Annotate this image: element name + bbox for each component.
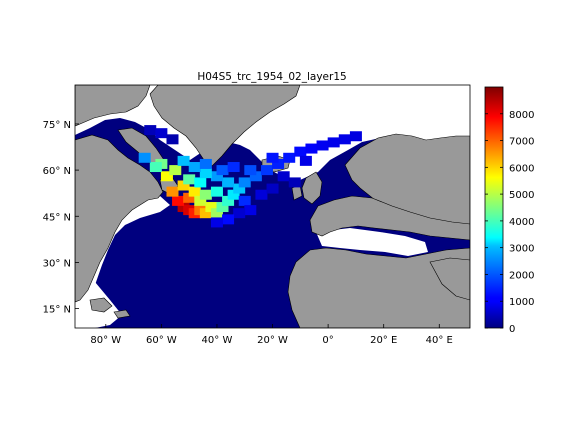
- plume-cell: [183, 174, 196, 185]
- plume-cell: [222, 177, 235, 188]
- plume-cell: [227, 162, 240, 173]
- plume-cell: [166, 134, 179, 145]
- land-canadian-arctic: [75, 85, 151, 127]
- colorbar-tick-label: 2000: [509, 270, 534, 281]
- plume-cell: [194, 177, 207, 188]
- plume-cell: [155, 128, 168, 139]
- plume-cell: [349, 131, 362, 142]
- tracer-plume: [138, 125, 362, 228]
- plume-cell: [233, 183, 246, 194]
- plume-cell: [199, 168, 212, 179]
- plume-cell: [260, 165, 273, 176]
- plume-cell: [244, 205, 257, 216]
- plume-cell: [205, 202, 218, 213]
- plume-cell: [255, 189, 268, 200]
- colorbar-tick-label: 1000: [509, 297, 534, 308]
- land-north-america: [75, 134, 164, 303]
- x-tick-label: 0°: [322, 335, 333, 346]
- colorbar-tick-label: 7000: [509, 137, 534, 148]
- plume-cell: [216, 202, 229, 213]
- plume-cell: [316, 140, 329, 151]
- colorbar-tick-label: 8000: [509, 110, 534, 121]
- y-axis: 75° N 60° N 45° N 30° N 15° N: [43, 120, 79, 316]
- plume-cell: [144, 125, 157, 136]
- plume-cell: [272, 158, 285, 169]
- x-tick-label: 40° W: [202, 335, 233, 346]
- colorbar-tick-label: 5000: [509, 190, 534, 201]
- plume-cell: [177, 155, 190, 166]
- plume-cell: [210, 208, 223, 219]
- colorbar-tick-label: 6000: [509, 163, 534, 174]
- plume-cell: [194, 195, 207, 206]
- plume-cell: [188, 162, 201, 173]
- plume-cell: [244, 165, 257, 176]
- land-europe: [309, 195, 470, 241]
- plume-cell: [327, 137, 340, 148]
- plume-cell: [266, 152, 279, 163]
- chart-title: H04S5_trc_1954_02_layer15: [197, 71, 346, 83]
- plume-cell: [266, 183, 279, 194]
- map-area: [75, 85, 470, 328]
- plume-cell: [210, 186, 223, 197]
- no-data-med: [316, 228, 428, 256]
- plume-cell: [199, 208, 212, 219]
- x-tick-label: 40° E: [426, 335, 453, 346]
- colorbar-tick-label: 0: [509, 324, 515, 335]
- plume-cell: [199, 189, 212, 200]
- plume-cell: [222, 214, 235, 225]
- plume-cell: [299, 155, 312, 166]
- plume-cell: [305, 143, 318, 154]
- y-tick-label: 15° N: [43, 305, 71, 316]
- plume-cell: [166, 186, 179, 197]
- land-greenland: [149, 85, 301, 167]
- x-tick-label: 60° W: [146, 335, 177, 346]
- land-caribbean: [89, 297, 131, 319]
- colorbar-tick-label: 3000: [509, 244, 534, 255]
- y-tick-label: 60° N: [43, 166, 71, 177]
- plume-cell: [149, 162, 162, 173]
- plume-cell: [160, 171, 173, 182]
- plume-cell: [277, 171, 290, 182]
- land-africa: [287, 247, 470, 328]
- plume-cell: [210, 217, 223, 228]
- x-axis: 80° W 60° W 40° W 20° W 0° 20° E 40° E: [90, 324, 453, 346]
- colorbar: [484, 86, 504, 329]
- x-tick-label: 20° E: [370, 335, 397, 346]
- plume-cell: [233, 208, 246, 219]
- plume-cell: [249, 171, 262, 182]
- plume-cell: [294, 146, 307, 157]
- plume-cell: [338, 134, 351, 145]
- plume-cell: [216, 165, 229, 176]
- colorbar-tick-label: 4000: [509, 217, 534, 228]
- plume-cell: [288, 177, 301, 188]
- plume-cell: [283, 152, 296, 163]
- plume-cell: [227, 189, 240, 200]
- plume-cell: [183, 192, 196, 203]
- plume-cell: [222, 195, 235, 206]
- y-tick-label: 75° N: [43, 120, 71, 131]
- colorbar-ticks: 0 1000 2000 3000 4000 5000 6000 7000 8000: [485, 110, 534, 335]
- plume-cell: [172, 195, 185, 206]
- plume-cell: [177, 180, 190, 191]
- y-tick-label: 30° N: [43, 258, 71, 269]
- plume-cell: [188, 186, 201, 197]
- plume-cell: [199, 158, 212, 169]
- land-arabia: [429, 257, 470, 301]
- plume-cell: [210, 171, 223, 182]
- x-tick-label: 20° W: [257, 335, 288, 346]
- y-tick-label: 45° N: [43, 212, 71, 223]
- plume-cell: [238, 195, 251, 206]
- land-british-isles: [301, 171, 323, 205]
- plume-cell: [238, 177, 251, 188]
- x-tick-label: 80° W: [90, 335, 121, 346]
- plume-cell: [169, 165, 182, 176]
- plume-cell: [138, 152, 151, 163]
